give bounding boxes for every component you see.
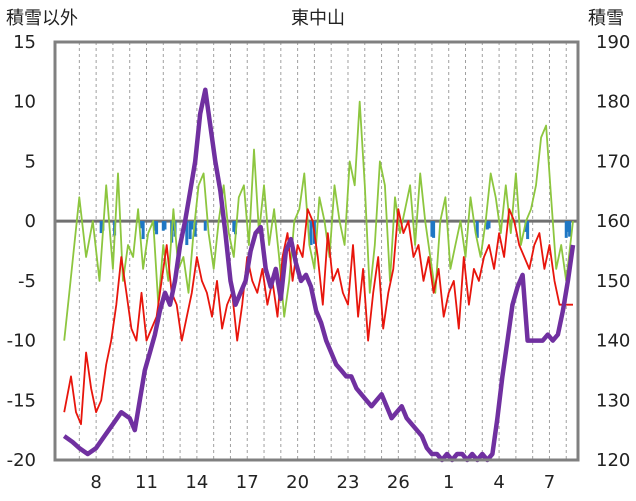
bar: [232, 221, 236, 232]
x-tick-label: 1: [443, 472, 454, 493]
series-line: [63, 100, 574, 341]
x-tick-label: 23: [337, 472, 360, 493]
bar: [526, 221, 530, 240]
x-tick-label: 20: [286, 472, 309, 493]
bar: [193, 221, 197, 237]
bar: [568, 221, 572, 237]
right-tick-label: 190: [596, 32, 630, 53]
left-tick-label: -20: [7, 450, 36, 471]
series-line: [63, 208, 573, 426]
x-tick-label: 17: [236, 472, 259, 493]
bar: [432, 221, 436, 238]
right-tick-label: 180: [596, 92, 630, 113]
bar: [203, 221, 207, 231]
right-axis-label: 積雪: [588, 8, 624, 29]
bar: [153, 221, 157, 231]
bar: [155, 221, 159, 235]
x-tick-label: 8: [90, 472, 101, 493]
bar: [430, 221, 434, 237]
bar: [163, 221, 167, 230]
bar: [139, 221, 143, 229]
right-tick-label: 150: [596, 271, 630, 292]
right-tick-label: 170: [596, 151, 630, 172]
x-tick-label: 11: [135, 472, 158, 493]
x-tick-label: 26: [387, 472, 410, 493]
x-tick-labels: 8 11 14 17 20 23 26 1 4 7: [90, 472, 555, 493]
x-tick-label: 4: [493, 472, 504, 493]
bar: [190, 221, 194, 230]
plot-frame: [53, 40, 580, 462]
right-tick-label: 140: [596, 331, 630, 352]
bar: [99, 221, 103, 234]
x-tick-label: 7: [544, 472, 555, 493]
left-axis-label: 積雪以外: [6, 8, 78, 29]
bar: [487, 221, 491, 229]
left-tick-label: 10: [13, 92, 36, 113]
bar: [309, 221, 313, 246]
line-series: [62, 87, 576, 463]
right-tick-label: 120: [596, 450, 630, 471]
left-tick-label: -10: [7, 331, 36, 352]
right-tick-label: 130: [596, 390, 630, 411]
bar: [161, 221, 165, 231]
bar-series: [99, 221, 572, 246]
bar: [475, 221, 479, 238]
chart-title: 東中山: [291, 8, 345, 29]
left-tick-label: -15: [7, 390, 36, 411]
bar: [188, 221, 192, 240]
bar: [564, 221, 568, 238]
bar: [171, 221, 175, 231]
bar: [566, 221, 570, 232]
bar: [141, 221, 145, 240]
series-line: [62, 87, 576, 463]
left-tick-label: 5: [25, 151, 36, 172]
left-tick-label: -5: [18, 271, 36, 292]
bar: [485, 221, 489, 230]
x-tick-label: 14: [185, 472, 208, 493]
left-tick-label: 15: [13, 32, 36, 53]
left-tick-label: 0: [25, 211, 36, 232]
left-tick-labels: 15 10 5 0 -5 -10 -15 -20: [7, 32, 36, 471]
right-tick-label: 160: [596, 211, 630, 232]
right-tick-labels: 190 180 170 160 150 140 130 120: [596, 32, 630, 471]
bar: [524, 221, 528, 232]
bar: [185, 221, 189, 246]
